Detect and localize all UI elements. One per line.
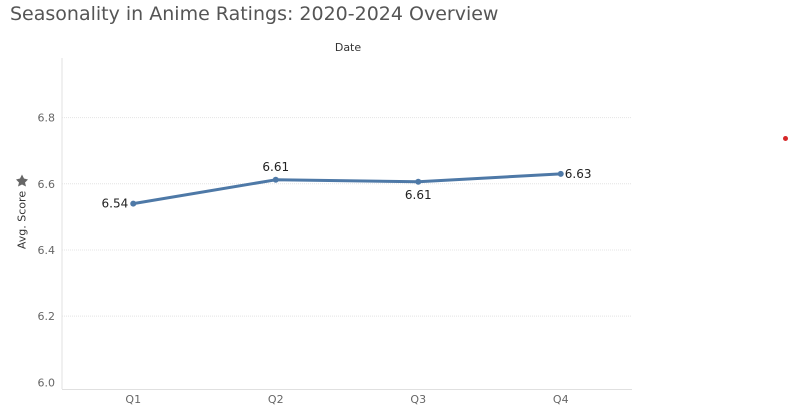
data-point[interactable] — [415, 178, 422, 185]
axis-layer: 6.0 6.2 6.4 6.6 6.8 Q1 Q2 Q3 Q4 — [38, 112, 569, 406]
data-label: 6.61 — [262, 160, 289, 174]
x-axis-header[interactable]: Date — [334, 41, 362, 54]
data-label-layer: 6.54 6.61 6.61 6.63 — [102, 160, 592, 211]
y-tick-label: 6.0 — [38, 376, 56, 389]
pin-icon[interactable] — [15, 174, 29, 188]
y-tick-label: 6.4 — [38, 244, 56, 257]
data-label: 6.63 — [565, 167, 592, 181]
data-point[interactable] — [130, 200, 137, 207]
x-tick-label: Q1 — [125, 393, 141, 406]
y-tick-label: 6.2 — [38, 310, 56, 323]
data-point[interactable] — [272, 176, 279, 183]
x-tick-label: Q3 — [410, 393, 426, 406]
red-marker-dot — [783, 136, 788, 141]
grid-layer — [61, 58, 632, 390]
chart-title: Seasonality in Anime Ratings: 2020-2024 … — [10, 3, 499, 25]
data-label: 6.54 — [102, 197, 129, 211]
y-tick-label: 6.6 — [38, 178, 56, 191]
data-point[interactable] — [557, 170, 564, 177]
x-tick-label: Q2 — [268, 393, 284, 406]
y-tick-label: 6.8 — [38, 112, 56, 125]
series-line[interactable] — [131, 172, 563, 206]
x-tick-label: Q4 — [553, 393, 569, 406]
data-label: 6.61 — [405, 188, 432, 202]
line-layer — [130, 170, 564, 207]
